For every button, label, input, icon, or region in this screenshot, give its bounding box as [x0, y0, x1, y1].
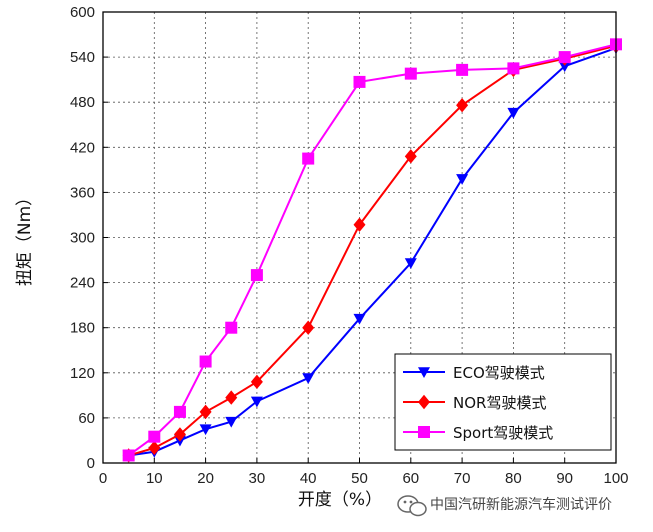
data-point-triangle-down: [558, 61, 571, 73]
x-tick-label: 80: [505, 470, 522, 487]
data-point-diamond: [456, 98, 469, 113]
x-tick-label: 70: [454, 470, 471, 487]
data-point-square: [199, 355, 212, 368]
x-tick-label: 100: [603, 470, 628, 487]
legend-marker: [418, 367, 430, 378]
data-point-square: [353, 75, 366, 88]
data-point-square: [250, 269, 263, 282]
data-point-square: [225, 321, 238, 334]
y-tick-label: 60: [78, 410, 95, 427]
x-tick-label: 20: [197, 470, 214, 487]
data-point-triangle-down: [456, 174, 469, 185]
legend-marker: [418, 426, 430, 438]
legend-label: ECO驾驶模式: [453, 364, 545, 382]
data-point-triangle-down: [404, 258, 417, 270]
y-tick-label: 480: [70, 94, 95, 111]
watermark-text: 中国汽研新能源汽车测试评价: [430, 496, 612, 513]
x-axis-title: 开度（%）: [298, 490, 382, 510]
data-point-square: [173, 405, 186, 418]
legend-marker: [418, 394, 430, 410]
tick-labels: 0 10 20 30 40 50 60 70 80 90 100 0 60 120 180 240 300 360…: [70, 4, 629, 487]
x-tick-label: 30: [249, 470, 266, 487]
legend-label: NOR驾驶模式: [453, 394, 546, 412]
data-point-diamond: [250, 374, 263, 390]
y-tick-label: 120: [70, 365, 95, 382]
data-point-triangle-down: [302, 373, 315, 385]
data-point-diamond: [225, 390, 238, 405]
x-tick-label: 0: [99, 470, 107, 487]
data-point-diamond: [148, 440, 161, 456]
y-tick-label: 0: [87, 455, 95, 472]
data-point-triangle-down: [199, 424, 212, 436]
x-tick-label: 50: [351, 470, 368, 487]
data-point-square: [404, 67, 417, 80]
x-tick-label: 60: [402, 470, 419, 487]
series-triangle-down: [122, 43, 622, 462]
series-layer: [122, 38, 622, 463]
data-point-triangle-down: [225, 416, 238, 428]
legend-label: Sport驾驶模式: [453, 424, 553, 442]
data-point-diamond: [199, 404, 212, 420]
watermark: 中国汽研新能源汽车测试评价: [397, 495, 612, 517]
data-point-triangle-down: [353, 313, 366, 325]
data-point-square: [507, 62, 520, 75]
y-tick-label: 540: [70, 49, 95, 66]
y-tick-label: 600: [70, 4, 95, 21]
y-tick-label: 240: [70, 275, 95, 292]
y-tick-label: 420: [70, 139, 95, 156]
data-point-square: [122, 449, 135, 462]
data-point-diamond: [173, 427, 186, 442]
data-point-triangle-down: [507, 107, 520, 119]
y-axis-title: 扭矩（Nm）: [15, 189, 35, 286]
data-point-diamond: [404, 149, 417, 164]
x-tick-label: 90: [556, 470, 573, 487]
data-point-diamond: [302, 320, 315, 335]
data-point-triangle-down: [250, 396, 263, 408]
data-point-square: [148, 430, 161, 443]
data-point-diamond: [353, 217, 366, 232]
series-square: [122, 38, 622, 462]
data-point-square: [302, 152, 315, 165]
y-tick-label: 300: [70, 230, 95, 247]
y-tick-label: 360: [70, 184, 95, 201]
wechat-logo-icon: [397, 495, 427, 517]
data-point-square: [558, 51, 571, 64]
x-tick-label: 40: [300, 470, 317, 487]
x-tick-label: 10: [146, 470, 163, 487]
legend: ECO驾驶模式 NOR驾驶模式 Sport驾驶模式: [394, 353, 612, 451]
data-point-square: [456, 63, 469, 76]
y-tick-label: 180: [70, 320, 95, 337]
